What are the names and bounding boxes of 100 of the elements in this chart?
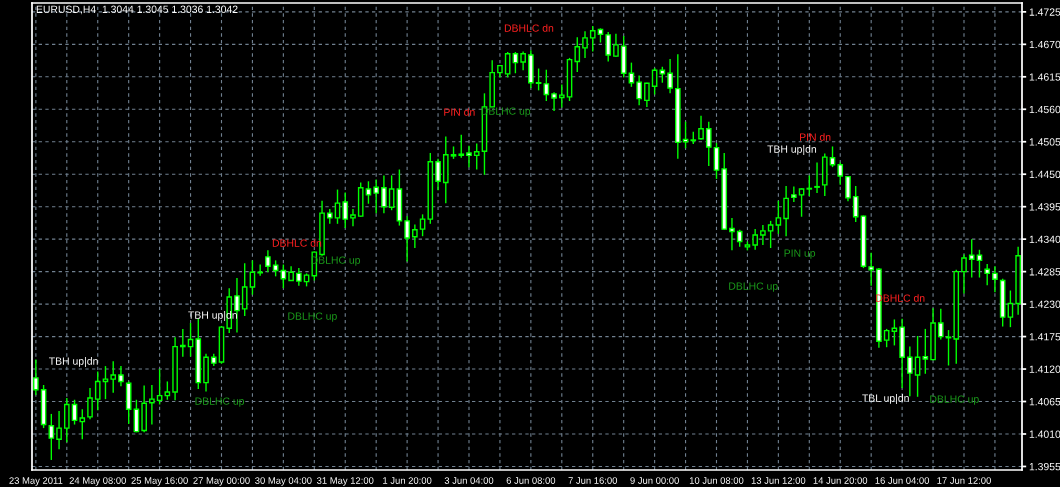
candlestick [976,249,983,279]
candlestick [613,33,619,58]
annotation: PIN dn [800,133,831,141]
candlestick [63,397,70,443]
candlestick [520,50,526,71]
candlestick [365,180,372,205]
x-tick-label: 27 May 00:00 [193,477,250,486]
candlestick [466,145,472,168]
candlestick [705,120,712,167]
candlestick [458,133,465,159]
candlestick [543,69,550,102]
x-tick-label: 10 Jun 08:00 [689,477,744,484]
y-tick-label: 1.4340 [1029,235,1060,244]
y-tick-label: 1.4450 [1029,170,1060,179]
candlestick [164,380,171,401]
candlestick [791,185,797,203]
x-tick-label: 24 May 08:00 [69,477,126,486]
candlestick [760,224,766,246]
x-tick-label: 1 Jun 20:00 [383,477,432,484]
candlestick [806,174,813,197]
candlestick [551,91,557,112]
y-tick-label: 1.4560 [1029,105,1060,114]
y-tick-label: 1.4615 [1029,73,1060,81]
candlestick [435,158,441,191]
candlestick [535,67,542,92]
candlestick [249,259,256,296]
candlestick [473,142,480,171]
x-tick-label: 6 Jun 08:00 [506,477,556,484]
candlestick [852,185,859,223]
y-tick-label: 1.4175 [1029,333,1060,341]
candlestick [798,187,805,218]
candlestick [783,185,789,237]
x-tick-label: 7 Jun 16:00 [568,477,618,484]
candlestick [133,399,140,433]
candlestick [845,175,851,203]
candlestick [350,208,356,227]
x-tick-label: 14 Jun 20:00 [813,477,868,484]
x-tick-label: 3 Jun 04:00 [444,477,494,484]
candlestick [914,335,921,398]
annotation: TBH up|dn [49,357,98,367]
annotation: TBH up|dn [767,145,817,155]
candlestick [984,263,991,286]
chart-title: EURUSD,H4 1.3044 1.3045 1.3036 1.3042 [36,5,238,15]
candlestick [504,51,511,79]
annotation: DBHLC dn [504,24,554,32]
x-tick-label: 16 Jun 04:00 [875,477,930,484]
annotation: DBLHC up [930,395,979,405]
candlestick [419,213,426,237]
candlestick [388,174,395,211]
annotation: PIN up [784,249,816,259]
annotation: TBL up|dn [862,394,909,404]
x-tick-label: 25 May 16:00 [131,477,188,486]
candlestick [265,249,271,273]
candlestick [837,161,844,186]
candlestick [412,223,418,249]
x-tick-label: 30 May 04:00 [255,477,312,486]
annotation: DBLHC up [729,282,778,292]
candlestick [179,328,186,358]
y-tick-label: 1.4230 [1029,300,1060,308]
candlestick [404,215,410,263]
candlestick [558,83,565,109]
candlestick [636,74,642,106]
candlestick [767,220,774,249]
candlestick [149,384,155,426]
candlestick [992,265,998,293]
x-tick-label: 13 Jun 12:00 [751,477,806,484]
y-tick-label: 1.4505 [1029,138,1060,146]
candlestick [574,36,581,73]
candlestick [605,31,612,63]
candlestick [961,253,967,295]
y-tick-label: 1.4120 [1029,365,1060,373]
candlestick [729,217,735,252]
candlestick [381,174,387,214]
candlestick [667,58,673,95]
x-tick-label: 17 Jun 12:00 [937,477,991,484]
annotation: PIN dn [444,108,475,116]
candlestick [56,410,62,451]
annotation: DBLHC up [195,397,245,407]
y-tick-label: 1.3955 [1029,462,1060,471]
y-tick-label: 1.4395 [1029,203,1060,211]
candlestick [118,365,124,387]
y-tick-label: 1.4285 [1029,268,1060,276]
candlestick [241,262,248,317]
y-tick-label: 1.4725 [1029,8,1060,16]
candlestick [922,328,929,375]
y-tick-label: 1.4010 [1029,430,1060,438]
candlestick [868,252,875,287]
candlestick [752,228,758,251]
annotation: DBLHC up [288,312,337,322]
candlestick [373,178,380,214]
y-tick-label: 1.4065 [1029,398,1060,406]
y-tick-label: 1.4670 [1029,40,1060,49]
candlestick [79,408,86,440]
x-tick-label: 31 May 12:00 [316,477,374,486]
candlestick [582,30,588,59]
candlestick [94,370,101,412]
candlestick [156,368,163,406]
candlestick [644,82,650,108]
candlestick [937,308,944,341]
candlestick [334,188,341,225]
